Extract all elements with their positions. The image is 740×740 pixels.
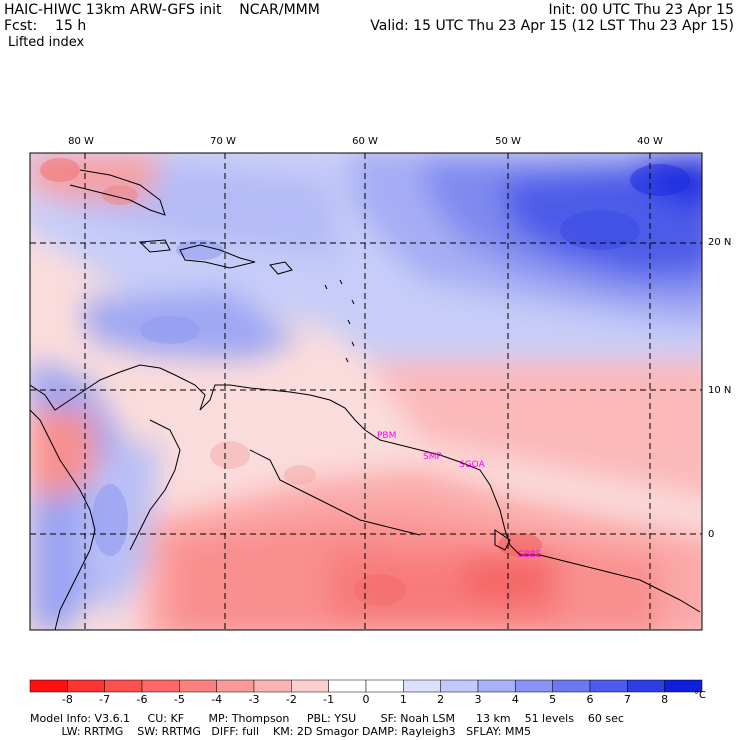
colorbar-tick-label: -4 (211, 693, 223, 706)
colorbar-tick-label: -7 (99, 693, 111, 706)
colorbar (29, 679, 703, 693)
colorbar-tick-label: 5 (549, 693, 557, 706)
model-info-line1: Model Info: V3.6.1 CU: KF MP: Thompson P… (30, 712, 624, 725)
colorbar-swatch (627, 679, 665, 693)
model-info-line2: LW: RRTMG SW: RRTMG DIFF: full KM: 2D Sm… (30, 725, 531, 738)
colorbar-swatch (29, 679, 68, 693)
colorbar-tick-label: 3 (474, 693, 482, 706)
colorbar-swatch (291, 679, 329, 693)
lon-label-40w: 40 W (637, 136, 663, 147)
station-smp: SMP (423, 452, 442, 462)
colorbar-swatch (515, 679, 553, 693)
colorbar-swatch (477, 679, 516, 693)
init-time: Init: 00 UTC Thu 23 Apr 15 (548, 2, 734, 18)
graticule (30, 153, 702, 630)
colorbar-tick-label: -8 (61, 693, 73, 706)
lon-label-60w: 60 W (352, 136, 378, 147)
station-sgoa: SGOA (459, 460, 485, 470)
valid-time: Valid: 15 UTC Thu 23 Apr 15 (12 LST Thu … (370, 18, 734, 34)
colorbar-tick-label: -6 (136, 693, 148, 706)
lat-label-20n: 20 N (708, 237, 732, 248)
lon-label-50w: 50 W (495, 136, 521, 147)
colorbar-swatch (104, 679, 143, 693)
colorbar-swatch (664, 679, 703, 693)
station-sbbe: SBBE (518, 550, 542, 560)
map-frame (29, 152, 703, 631)
colorbar-tick-label: 2 (437, 693, 445, 706)
colorbar-swatch (589, 679, 628, 693)
colorbar-tick-label: 0 (362, 693, 370, 706)
coastlines (30, 169, 701, 630)
colorbar-swatch (216, 679, 255, 693)
colorbar-tick-label: 1 (399, 693, 407, 706)
colorbar-tick-label: 7 (623, 693, 631, 706)
lifted-index-field (30, 153, 702, 630)
lat-label-10n: 10 N (708, 385, 732, 396)
forecast-hour: Fcst: 15 h (4, 18, 87, 34)
colorbar-tick-label: 4 (511, 693, 519, 706)
lon-label-70w: 70 W (210, 136, 236, 147)
colorbar-swatch (67, 679, 105, 693)
title-left: HAIC-HIWC 13km ARW-GFS init NCAR/MMM (4, 2, 320, 18)
colorbar-tick-label: -2 (285, 693, 297, 706)
colorbar-swatch (328, 679, 367, 693)
colorbar-swatch (141, 679, 180, 693)
colorbar-swatch (552, 679, 591, 693)
colorbar-tick-label: 8 (661, 693, 669, 706)
colorbar-tick-label: -3 (248, 693, 260, 706)
colorbar-swatch (365, 679, 404, 693)
lat-label-0: 0 (708, 529, 715, 540)
colorbar-swatch (403, 679, 441, 693)
colorbar-tick-label: -1 (323, 693, 335, 706)
field-name: Lifted index (8, 35, 85, 50)
colorbar-swatch (179, 679, 217, 693)
colorbar-tick-label: 6 (586, 693, 594, 706)
colorbar-swatch (253, 679, 292, 693)
colorbar-swatch (440, 679, 479, 693)
colorbar-unit: °C (694, 690, 706, 701)
station-pbm: PBM (377, 431, 397, 441)
colorbar-tick-label: -5 (173, 693, 185, 706)
lon-label-80w: 80 W (68, 136, 94, 147)
